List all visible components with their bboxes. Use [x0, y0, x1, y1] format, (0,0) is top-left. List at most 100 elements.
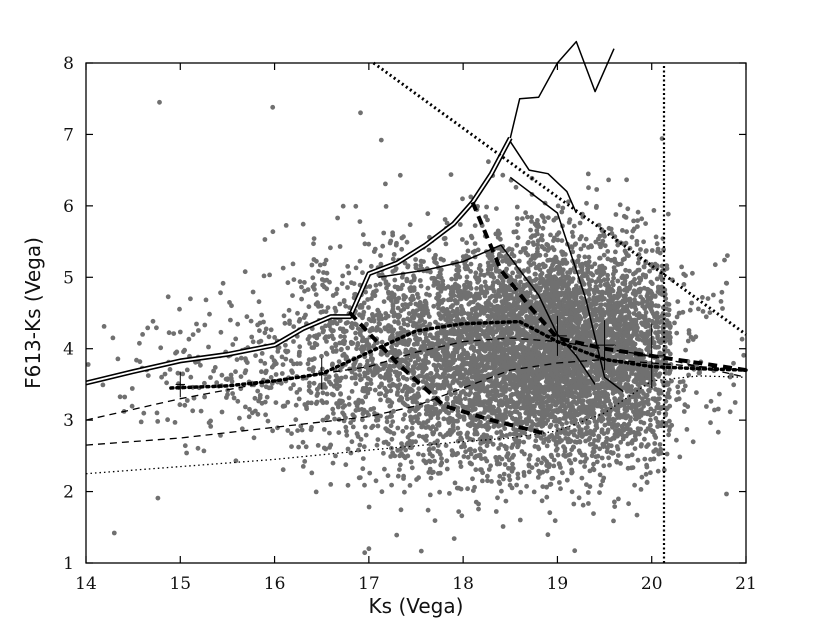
- data-point: [582, 452, 588, 458]
- data-point: [447, 491, 452, 496]
- data-point: [465, 248, 471, 254]
- data-point: [539, 498, 545, 504]
- data-point: [451, 536, 457, 541]
- data-point: [456, 380, 462, 386]
- data-point: [635, 260, 641, 266]
- data-point: [618, 429, 624, 434]
- data-point: [418, 548, 424, 554]
- data-point: [544, 463, 550, 468]
- data-point: [484, 458, 490, 464]
- data-point: [655, 468, 661, 474]
- data-point: [472, 241, 478, 247]
- data-point: [499, 488, 504, 494]
- data-point: [604, 290, 610, 296]
- data-point: [576, 424, 581, 429]
- data-point: [715, 429, 721, 435]
- data-point: [573, 241, 579, 247]
- data-point: [607, 462, 612, 468]
- data-point: [623, 267, 628, 273]
- data-point: [389, 436, 395, 442]
- data-point: [468, 461, 474, 467]
- data-point: [640, 299, 645, 304]
- data-point: [635, 218, 640, 224]
- data-point: [583, 236, 589, 242]
- data-point: [539, 460, 544, 466]
- data-point: [572, 457, 578, 462]
- data-point: [519, 361, 525, 366]
- data-point: [548, 452, 554, 458]
- data-point: [415, 295, 421, 300]
- data-point: [418, 263, 424, 268]
- data-point: [596, 222, 602, 228]
- data-point: [547, 510, 553, 516]
- data-point: [473, 467, 479, 473]
- data-point: [535, 218, 540, 223]
- data-point: [534, 223, 539, 229]
- data-point: [553, 215, 559, 221]
- data-point: [569, 489, 575, 495]
- data-point: [682, 383, 688, 389]
- data-point: [407, 222, 413, 228]
- data-point: [631, 430, 637, 435]
- data-point: [615, 453, 621, 458]
- data-point: [638, 419, 644, 425]
- data-point: [593, 364, 599, 369]
- data-point: [667, 340, 673, 346]
- data-point: [655, 324, 661, 330]
- data-point: [627, 286, 632, 291]
- data-point: [444, 396, 450, 402]
- data-point: [482, 279, 488, 285]
- data-point: [619, 261, 624, 267]
- data-point: [431, 303, 437, 309]
- data-point: [636, 252, 642, 257]
- data-point: [574, 283, 579, 289]
- data-point: [408, 459, 414, 465]
- data-point: [588, 301, 594, 307]
- data-point: [655, 249, 660, 254]
- data-point: [566, 220, 572, 225]
- data-point: [555, 407, 560, 413]
- data-point: [652, 408, 657, 414]
- data-point: [631, 394, 636, 399]
- data-point: [533, 385, 538, 391]
- data-point: [605, 276, 611, 282]
- data-point: [583, 438, 588, 444]
- data-point: [638, 443, 644, 449]
- data-point: [458, 430, 463, 436]
- data-point: [605, 272, 610, 278]
- data-point: [500, 258, 505, 264]
- data-point: [618, 439, 624, 445]
- data-point: [383, 204, 389, 209]
- data-point: [566, 199, 571, 205]
- data-point: [629, 345, 634, 351]
- data-point: [335, 215, 340, 221]
- data-point: [463, 449, 468, 455]
- data-point: [544, 443, 550, 449]
- data-point: [643, 333, 648, 338]
- data-point: [553, 275, 559, 281]
- data-point: [718, 299, 724, 304]
- data-point: [534, 462, 539, 467]
- data-point: [585, 490, 591, 495]
- data-point: [717, 391, 722, 397]
- data-point: [686, 372, 691, 378]
- data-point: [532, 295, 537, 301]
- data-point: [539, 213, 545, 219]
- data-point: [544, 468, 550, 474]
- data-point: [551, 308, 557, 314]
- data-point: [572, 548, 578, 554]
- data-point: [597, 241, 602, 247]
- data-point: [703, 314, 709, 320]
- data-point: [664, 301, 670, 306]
- data-point: [345, 446, 351, 452]
- data-point: [676, 396, 682, 402]
- data-point: [402, 412, 408, 418]
- data-point: [578, 246, 584, 252]
- data-point: [275, 425, 280, 431]
- data-point: [656, 338, 662, 344]
- data-point: [203, 297, 209, 303]
- data-point: [367, 470, 373, 476]
- data-point: [724, 280, 730, 286]
- data-point: [653, 234, 659, 240]
- data-point: [541, 440, 546, 445]
